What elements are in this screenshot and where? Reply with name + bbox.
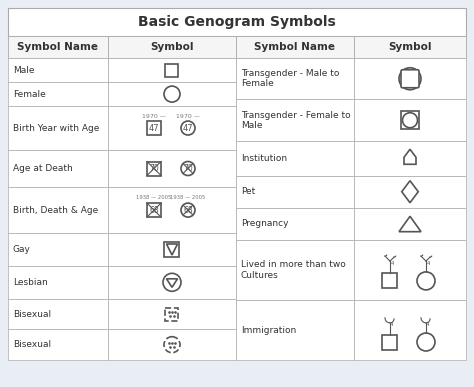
Text: Female: Female [13,90,46,99]
Polygon shape [399,216,421,232]
Text: Bisexual: Bisexual [13,340,51,349]
Bar [108,233,236,266]
Bar [236,36,354,58]
Text: 4: 4 [390,260,394,265]
Text: Male: Male [13,65,35,75]
Text: 1938 — 2005: 1938 — 2005 [170,195,206,200]
Text: Institution: Institution [241,154,287,163]
Bar [8,36,108,58]
Bar [8,8,466,36]
Text: 1970 —: 1970 — [142,113,166,118]
Text: Birth Year with Age: Birth Year with Age [13,123,100,132]
Text: Age at Death: Age at Death [13,164,73,173]
Text: 47: 47 [149,123,159,132]
Text: Pregnancy: Pregnancy [241,219,289,228]
Text: 4: 4 [425,322,428,327]
Circle shape [181,203,195,217]
Text: 1938 — 2005: 1938 — 2005 [137,195,172,200]
Text: Transgender - Male to
Female: Transgender - Male to Female [241,69,339,89]
Text: 1970 —: 1970 — [176,113,200,118]
Text: Basic Genogram Symbols: Basic Genogram Symbols [138,15,336,29]
Text: 4: 4 [426,260,430,265]
FancyBboxPatch shape [401,70,419,88]
Bar [108,150,236,187]
Text: 68: 68 [183,205,193,215]
Bar [108,266,236,299]
Bar [8,82,108,106]
Bar [147,203,161,217]
Bar [8,58,108,82]
Bar [383,273,398,288]
Bar [354,58,466,99]
Bar [236,208,354,240]
Text: Symbol: Symbol [388,42,432,52]
Bar [8,266,108,299]
Bar [236,176,354,208]
Bar [108,329,236,360]
Circle shape [181,161,195,176]
Polygon shape [166,244,177,255]
Bar [354,141,466,176]
Bar [8,299,108,329]
Text: Lesbian: Lesbian [13,278,48,287]
Bar [8,150,108,187]
Bar [354,240,466,300]
Text: Bisexual: Bisexual [13,310,51,319]
Bar [401,111,419,129]
Bar [108,106,236,150]
Bar [165,63,179,77]
Bar [354,176,466,208]
Circle shape [417,333,435,351]
Bar [147,121,161,135]
Bar [8,233,108,266]
Text: 70: 70 [183,164,193,173]
Bar [108,58,236,82]
Text: Pet: Pet [241,187,255,196]
Polygon shape [166,279,177,287]
Circle shape [181,121,195,135]
Bar [8,106,108,150]
Bar [354,99,466,141]
Bar [108,36,236,58]
Text: Symbol Name: Symbol Name [255,42,336,52]
Bar [354,208,466,240]
Bar [165,308,179,320]
Bar [147,161,161,176]
Bar [236,240,354,300]
Text: 70: 70 [149,164,159,173]
Text: 47: 47 [182,123,193,132]
Text: Gay: Gay [13,245,31,254]
Circle shape [417,272,435,290]
Circle shape [163,273,181,291]
Text: Immigration: Immigration [241,325,296,334]
Text: Symbol Name: Symbol Name [18,42,99,52]
Bar [108,187,236,233]
Bar [354,36,466,58]
Polygon shape [404,149,416,164]
Circle shape [164,337,180,353]
Bar [108,299,236,329]
Bar [236,99,354,141]
Circle shape [399,68,421,90]
Bar [108,82,236,106]
Circle shape [402,113,418,128]
Bar [236,300,354,360]
Bar [8,329,108,360]
Text: Symbol: Symbol [150,42,194,52]
Bar [236,141,354,176]
Text: Lived in more than two
Cultures: Lived in more than two Cultures [241,260,346,280]
Bar [383,334,398,349]
Polygon shape [402,181,418,203]
Bar [164,242,180,257]
Text: 68: 68 [149,205,159,215]
Circle shape [164,86,180,102]
Bar [236,58,354,99]
Bar [354,300,466,360]
Bar [8,187,108,233]
Text: Birth, Death & Age: Birth, Death & Age [13,205,98,215]
Text: 4: 4 [389,322,392,327]
Text: Transgender - Female to
Male: Transgender - Female to Male [241,111,351,130]
